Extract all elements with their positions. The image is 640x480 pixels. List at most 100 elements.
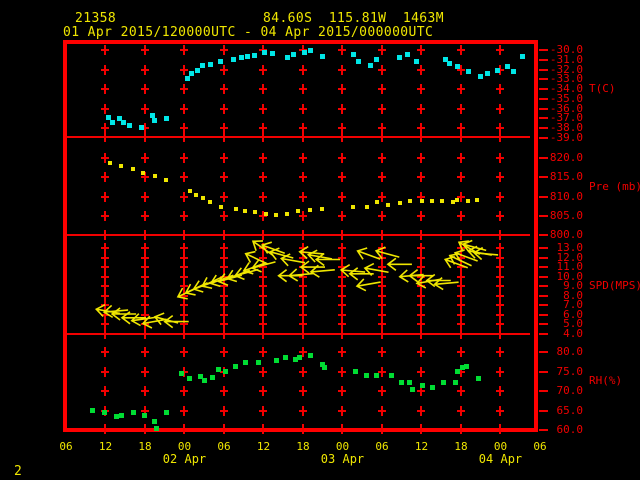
boundary-tick — [143, 424, 146, 434]
temp-data-point — [350, 52, 356, 58]
y-tick-dash — [539, 304, 548, 307]
pressure-data-point — [455, 197, 460, 202]
grid-plus-bar — [496, 390, 505, 392]
grid-plus-bar — [496, 370, 505, 373]
rh-data-point — [233, 364, 239, 370]
temp-data-point — [252, 53, 258, 59]
pressure-data-point — [397, 201, 402, 206]
grid-plus-bar — [338, 370, 347, 373]
y-tick-label: 805.0 — [549, 208, 583, 222]
grid-plus-bar — [259, 88, 268, 91]
grid-plus-bar — [456, 195, 465, 198]
grid-plus-bar — [259, 370, 268, 373]
grid-plus-bar — [259, 313, 268, 316]
boundary-tick — [420, 132, 423, 142]
x-day-label: 03 Apr — [320, 452, 365, 466]
rh-data-point — [113, 414, 119, 420]
grid-plus-bar — [140, 127, 149, 130]
temp-data-point — [485, 70, 491, 76]
grid-plus-bar — [298, 127, 307, 130]
grid-plus-bar — [298, 323, 307, 326]
rh-data-point — [455, 369, 461, 375]
rh-data-point — [319, 362, 325, 368]
grid-plus-bar — [377, 313, 386, 316]
grid-plus-bar — [140, 390, 149, 392]
temp-data-point — [199, 63, 205, 69]
grid-plus-bar — [456, 107, 465, 110]
boundary-tick — [183, 424, 186, 434]
grid-plus-bar — [417, 195, 426, 198]
plot-period: 01 Apr 2015/120000UTC - 04 Apr 2015/0000… — [63, 25, 434, 40]
grid-plus-bar — [377, 49, 386, 51]
rh-data-point — [430, 385, 436, 391]
grid-plus-bar — [417, 304, 426, 307]
grid-plus-bar — [259, 214, 268, 217]
boundary-tick — [341, 329, 344, 339]
y-tick-label: 65.0 — [556, 403, 584, 417]
grid-plus-bar — [298, 195, 307, 198]
rh-data-point — [459, 365, 465, 371]
rh-data-point — [209, 374, 215, 380]
pressure-data-point — [200, 195, 205, 200]
temp-data-point — [307, 47, 313, 53]
station-id: 21358 — [75, 11, 117, 26]
y-tick-label: 815.0 — [549, 170, 583, 184]
grid-plus-bar — [140, 176, 149, 179]
grid-plus-bar — [377, 247, 386, 249]
boundary-tick — [143, 329, 146, 339]
rh-data-point — [255, 359, 261, 365]
grid-plus-bar — [101, 370, 110, 373]
grid-plus-bar — [456, 313, 465, 316]
grid-plus-bar — [338, 294, 347, 297]
y-tick-label: -38.0 — [549, 121, 583, 135]
temp-data-point — [404, 52, 410, 58]
grid-plus-bar — [259, 294, 268, 297]
temp-data-point — [207, 62, 213, 68]
panel-boundary-temp-pressure — [67, 136, 530, 138]
boundary-tick — [380, 329, 383, 339]
pressure-data-point — [252, 210, 257, 215]
grid-plus-bar — [377, 88, 386, 91]
pressure-data-point — [466, 198, 471, 203]
grid-plus-bar — [259, 409, 268, 412]
grid-plus-bar — [140, 275, 149, 278]
y-tick-label: -37.0 — [549, 111, 583, 125]
grid-plus-bar — [180, 195, 189, 198]
rh-data-point — [475, 375, 481, 381]
rh-data-point — [197, 373, 203, 379]
grid-plus-bar — [140, 351, 149, 353]
y-tick-dash — [539, 78, 548, 81]
grid-plus-bar — [259, 285, 268, 288]
grid-plus-bar — [180, 214, 189, 217]
y-tick-dash — [539, 234, 548, 236]
grid-plus-bar — [496, 285, 505, 288]
grid-plus-bar — [140, 49, 149, 51]
grid-plus-bar — [140, 409, 149, 412]
grid-plus-bar — [377, 127, 386, 130]
grid-plus-bar — [259, 351, 268, 353]
grid-plus-bar — [496, 49, 505, 51]
grid-plus-bar — [338, 176, 347, 179]
pressure-data-point — [274, 213, 278, 218]
grid-plus-bar — [180, 294, 189, 297]
grid-plus-bar — [377, 214, 386, 217]
y-tick-label: 8.0 — [563, 288, 583, 302]
temp-data-point — [152, 117, 158, 123]
grid-plus-bar — [219, 256, 228, 259]
temp-data-point — [194, 68, 200, 74]
grid-plus-bar — [219, 313, 228, 316]
rh-data-point — [410, 387, 416, 393]
grid-plus-bar — [377, 157, 386, 159]
grid-plus-bar — [377, 195, 386, 198]
grid-plus-bar — [338, 390, 347, 392]
grid-plus-bar — [456, 266, 465, 269]
grid-plus-bar — [101, 214, 110, 217]
panel-boundary-pressure-wind — [67, 234, 530, 236]
y-tick-label: 10.0 — [556, 269, 584, 283]
grid-plus-bar — [496, 266, 505, 269]
grid-plus-bar — [219, 323, 228, 326]
x-day-label: 04 Apr — [478, 452, 523, 466]
x-hour-label: 06 — [533, 440, 547, 453]
grid-plus-bar — [377, 285, 386, 288]
temp-data-point — [185, 75, 191, 81]
